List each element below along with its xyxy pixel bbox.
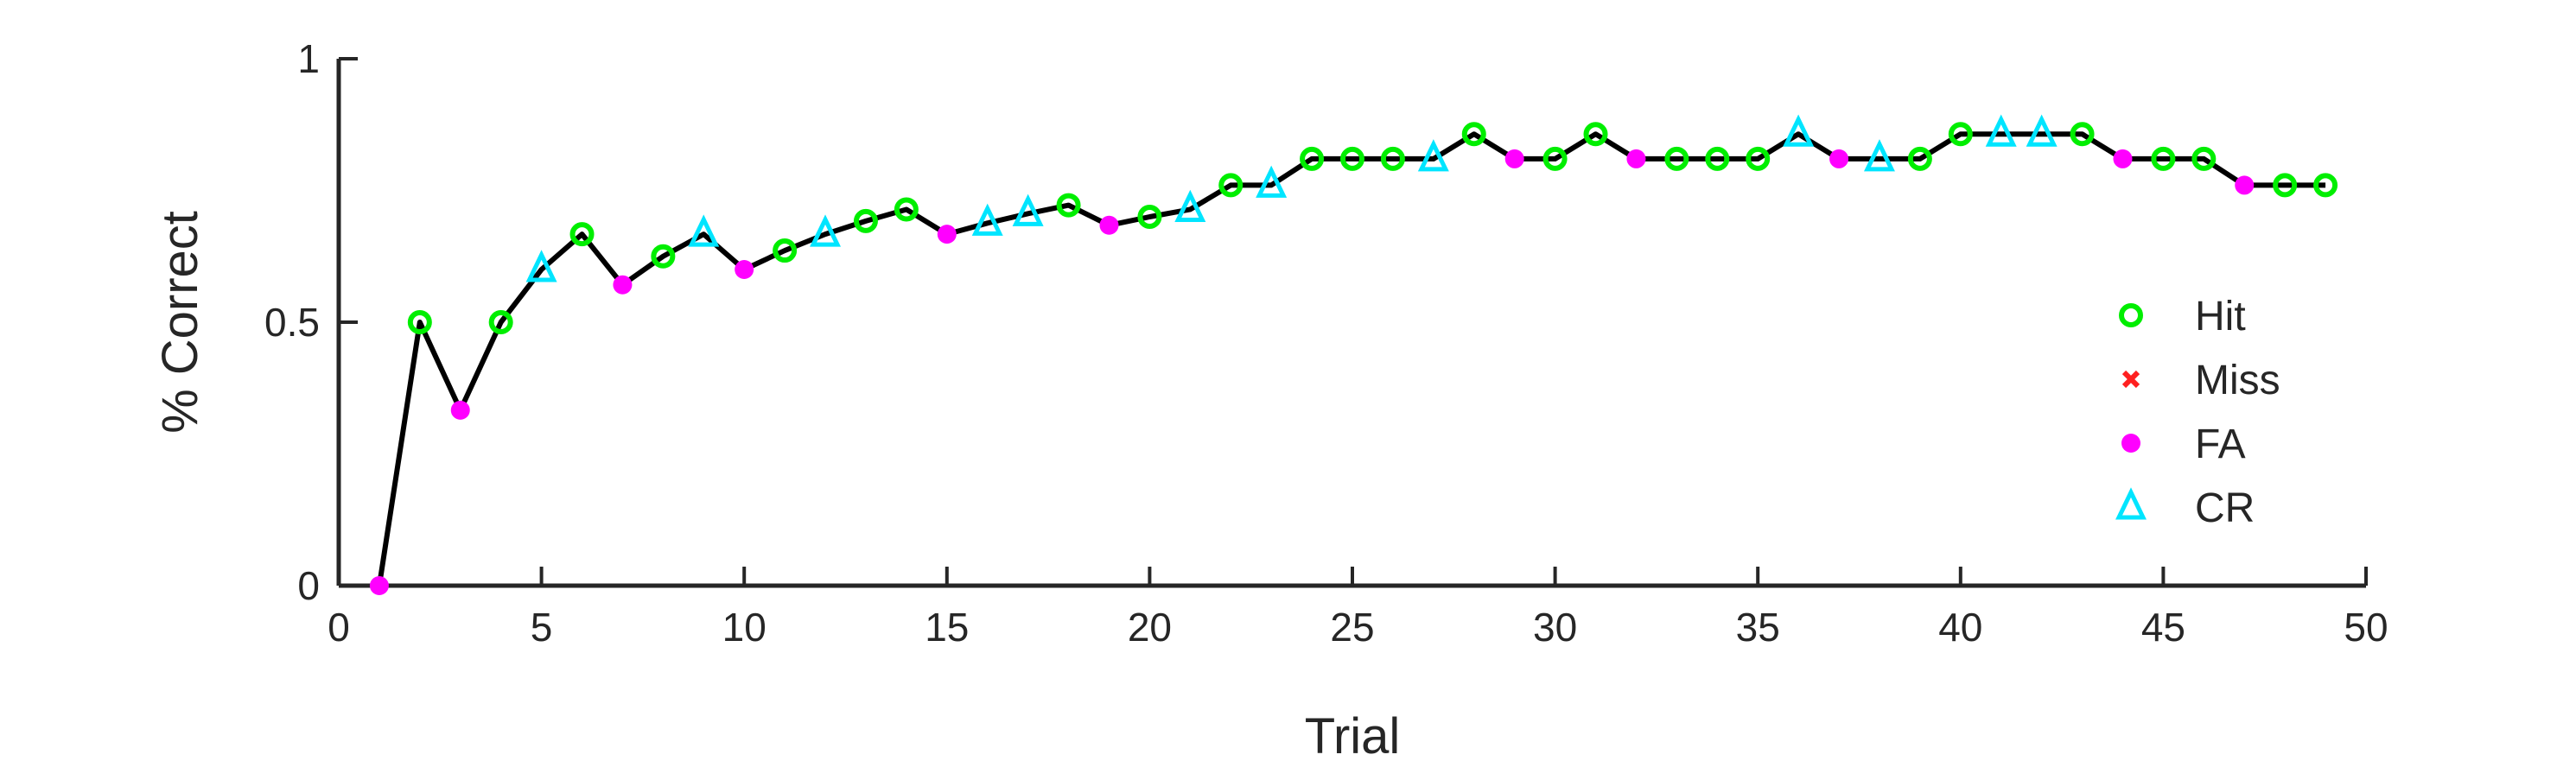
x-tick-label: 40	[1938, 605, 1982, 650]
data-point-fa	[613, 275, 633, 295]
data-point-hit	[1137, 205, 1162, 229]
data-point-hit	[2191, 146, 2217, 171]
data-point-cr	[1417, 139, 1449, 172]
data-point-fa	[369, 576, 389, 595]
data-point-hit	[1542, 146, 1568, 171]
x-tick-label: 0	[328, 605, 350, 650]
data-point-hit	[1664, 146, 1689, 171]
data-point-hit	[569, 222, 595, 247]
data-point-hit	[1340, 146, 1364, 171]
data-point-hit	[773, 238, 798, 263]
markers	[369, 114, 2338, 595]
x-tick-label: 45	[2141, 605, 2185, 650]
y-tick-label: 1	[297, 36, 320, 81]
data-point-cr	[2026, 114, 2058, 147]
legend-marker-fa	[2121, 434, 2140, 453]
data-point-fa	[450, 400, 470, 420]
legend: Hit Miss FA CR	[2115, 294, 2280, 531]
legend-label-hit: Hit	[2195, 294, 2246, 339]
data-point-hit	[1380, 146, 1405, 171]
legend-label-miss: Miss	[2195, 358, 2280, 403]
data-point-cr	[1174, 189, 1206, 222]
data-point-hit	[2151, 146, 2176, 171]
data-point-hit	[2313, 173, 2338, 198]
y-ticks: 00.51	[264, 36, 358, 608]
legend-label-fa: FA	[2195, 422, 2246, 467]
data-point-fa	[937, 225, 957, 244]
data-point-hit	[407, 310, 432, 334]
x-tick-label: 20	[1128, 605, 1172, 650]
y-tick-label: 0.5	[264, 300, 320, 345]
data-point-hit	[1461, 122, 1486, 147]
data-point-hit	[1218, 173, 1243, 198]
data-point-cr	[810, 214, 842, 247]
x-tick-label: 15	[925, 605, 969, 650]
x-ticks: 0 5 10 15 20 25 30 35 40 45 50	[328, 567, 2388, 650]
y-axis-label: % Correct	[152, 211, 208, 434]
data-point-hit	[488, 310, 513, 334]
data-point-cr	[1985, 114, 2017, 147]
data-point-hit	[853, 208, 878, 233]
data-point-fa	[1504, 149, 1524, 168]
data-point-fa	[1829, 149, 1849, 168]
legend-marker-miss	[2121, 370, 2140, 389]
data-point-cr	[1783, 114, 1815, 147]
data-point-fa	[1626, 149, 1646, 168]
data-point-hit	[1705, 146, 1730, 171]
data-point-hit	[1907, 146, 1932, 171]
data-point-hit	[2070, 122, 2095, 147]
x-tick-label: 35	[1736, 605, 1780, 650]
data-point-cr	[1863, 139, 1895, 172]
data-point-hit	[1583, 122, 1608, 147]
y-tick-label: 0	[297, 563, 320, 608]
legend-marker-hit	[2119, 303, 2143, 327]
x-tick-label: 10	[722, 605, 766, 650]
data-point-hit	[1948, 122, 1973, 147]
data-point-hit	[651, 244, 676, 269]
data-point-hit	[894, 197, 919, 222]
data-point-hit	[1056, 193, 1081, 218]
data-point-fa	[1099, 215, 1119, 235]
data-point-fa	[2113, 149, 2133, 168]
data-point-hit	[1300, 146, 1325, 171]
data-point-hit	[1746, 146, 1771, 171]
series-line	[376, 131, 2326, 587]
legend-marker-cr	[2115, 487, 2147, 520]
x-tick-label: 5	[531, 605, 553, 650]
data-point-fa	[2235, 175, 2255, 195]
axes: 0 5 10 15 20 25 30 35 40 45 50 00.51	[264, 36, 2388, 650]
data-point-fa	[735, 260, 754, 279]
x-tick-label: 25	[1330, 605, 1374, 650]
data-point-hit	[2273, 173, 2298, 198]
x-tick-label: 50	[2344, 605, 2388, 650]
x-axis-label: Trial	[1305, 708, 1401, 761]
data-point-cr	[1256, 165, 1288, 198]
data-point-cr	[1012, 193, 1044, 226]
x-tick-label: 30	[1533, 605, 1577, 650]
plot-area	[369, 114, 2338, 595]
data-point-cr	[525, 250, 557, 282]
data-point-cr	[971, 203, 1003, 236]
legend-label-cr: CR	[2195, 485, 2255, 531]
data-point-cr	[688, 214, 720, 247]
